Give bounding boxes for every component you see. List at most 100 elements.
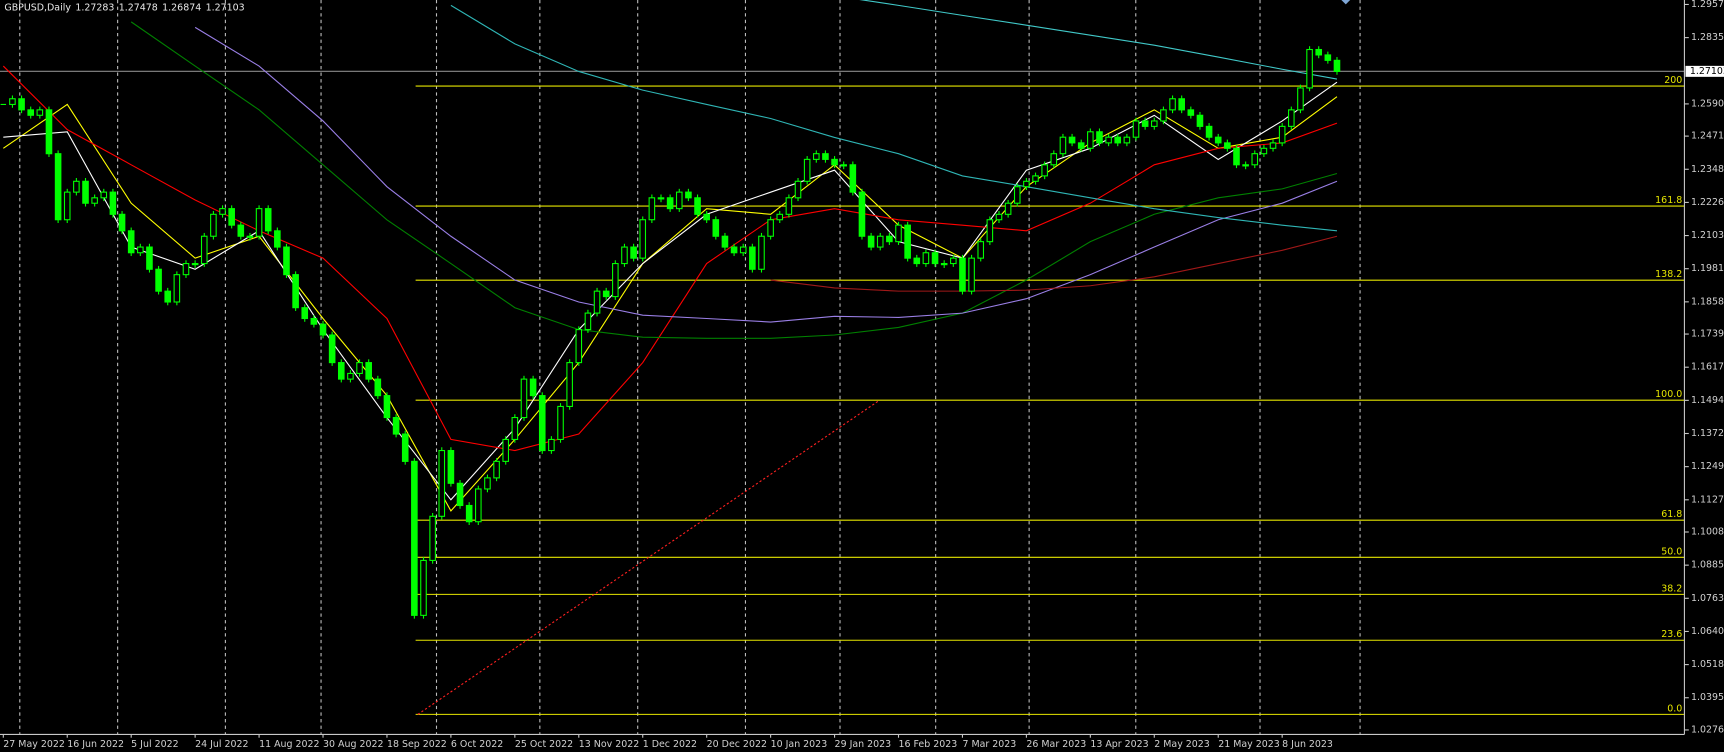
- candle: [1178, 98, 1185, 111]
- candle: [548, 438, 555, 452]
- candle: [146, 246, 153, 270]
- x-tick-label: 5 Jul 2022: [131, 739, 178, 750]
- candle: [758, 235, 765, 270]
- candle: [1141, 120, 1149, 127]
- candle: [557, 405, 564, 441]
- x-tick-label: 6 Oct 2022: [451, 739, 503, 750]
- candle: [310, 317, 318, 325]
- candle: [794, 180, 802, 199]
- y-tick-label: 1.11270: [1691, 494, 1724, 505]
- y-tick-label: 1.02765: [1691, 724, 1724, 735]
- y-tick-label: 1.22260: [1691, 197, 1724, 208]
- candle: [264, 208, 272, 232]
- moving-average: [450, 4, 1338, 232]
- candle: [538, 395, 546, 452]
- candle: [1150, 120, 1158, 127]
- fibo-label: 138.2: [1655, 269, 1682, 280]
- candle: [895, 224, 902, 243]
- fibo-label: 50.0: [1661, 546, 1682, 557]
- candle: [694, 197, 701, 215]
- candle: [913, 257, 921, 265]
- moving-average: [770, 235, 1338, 292]
- candle: [1096, 131, 1103, 144]
- shift-marker: [1341, 0, 1351, 5]
- x-tick-label: 2 May 2023: [1154, 739, 1210, 750]
- x-tick-label: 16 Feb 2023: [899, 739, 958, 750]
- fibo-label: 200: [1664, 75, 1682, 86]
- candle: [1260, 147, 1268, 155]
- low-price: 1.26874: [162, 2, 201, 13]
- candle: [931, 252, 939, 265]
- current-price-label: 1.27103: [1690, 66, 1724, 77]
- candle: [1233, 147, 1240, 166]
- candle: [155, 268, 162, 292]
- candle: [602, 290, 610, 298]
- y-tick-label: 1.19810: [1691, 263, 1724, 274]
- candle: [529, 378, 537, 397]
- x-tick-label: 24 Jul 2022: [195, 739, 248, 750]
- candle: [493, 460, 500, 479]
- y-tick-label: 1.06405: [1691, 626, 1724, 637]
- candle: [18, 98, 25, 111]
- candle: [127, 230, 135, 254]
- y-tick-label: 1.14945: [1691, 395, 1724, 406]
- candle: [1224, 142, 1231, 149]
- candle: [1288, 109, 1295, 127]
- x-tick-label: 1 Dec 2022: [643, 739, 697, 750]
- fibo-label: 0.0: [1667, 703, 1682, 714]
- candle: [1123, 136, 1131, 144]
- fibo-label: 100.0: [1655, 389, 1682, 400]
- x-tick-label: 29 Jan 2023: [835, 739, 892, 750]
- candle: [876, 235, 884, 248]
- x-tick-label: 21 May 2023: [1218, 739, 1280, 750]
- candle: [1114, 136, 1122, 144]
- candle: [995, 213, 1003, 221]
- candle: [63, 191, 71, 221]
- candle: [685, 191, 692, 199]
- candle: [73, 180, 80, 193]
- candle: [1306, 48, 1313, 89]
- candle: [849, 164, 857, 193]
- candle: [739, 246, 747, 254]
- fibo-label: 61.8: [1661, 509, 1682, 520]
- candle: [822, 153, 829, 160]
- fibo-label: 161.8: [1655, 195, 1682, 206]
- candle: [255, 208, 263, 237]
- plot-area: 200 161.8 138.2 100.0 61.8 50.0 38.2 23.6 0.0: [0, 0, 1685, 735]
- candle: [1032, 175, 1039, 182]
- candle: [1196, 114, 1204, 127]
- moving-average: [3, 81, 1338, 501]
- candle: [675, 191, 683, 210]
- candle: [173, 274, 181, 303]
- candle: [1105, 136, 1112, 144]
- candle: [191, 263, 199, 266]
- y-tick-label: 1.18585: [1691, 296, 1724, 307]
- candle: [137, 246, 144, 254]
- candle: [630, 246, 637, 259]
- candle: [922, 252, 930, 265]
- candle: [1077, 142, 1085, 149]
- y-tick-label: 1.25900: [1691, 98, 1724, 109]
- candle: [456, 482, 464, 507]
- candle: [657, 197, 665, 200]
- candle: [200, 235, 208, 265]
- candle: [365, 362, 372, 380]
- moving-average: [194, 26, 1338, 323]
- candle: [392, 416, 400, 435]
- candle: [886, 235, 893, 243]
- candle: [1160, 109, 1167, 122]
- candle: [246, 235, 254, 238]
- x-tick-label: 20 Dec 2022: [707, 739, 767, 750]
- fibo-label: 38.2: [1661, 583, 1682, 594]
- candle: [666, 197, 674, 210]
- candle: [721, 235, 729, 248]
- y-tick-label: 1.28350: [1691, 32, 1724, 43]
- candle: [1205, 125, 1213, 138]
- candle: [164, 290, 172, 303]
- candle: [228, 208, 235, 226]
- x-tick-label: 25 Oct 2022: [515, 739, 573, 750]
- candle: [337, 362, 345, 380]
- candle: [420, 559, 427, 616]
